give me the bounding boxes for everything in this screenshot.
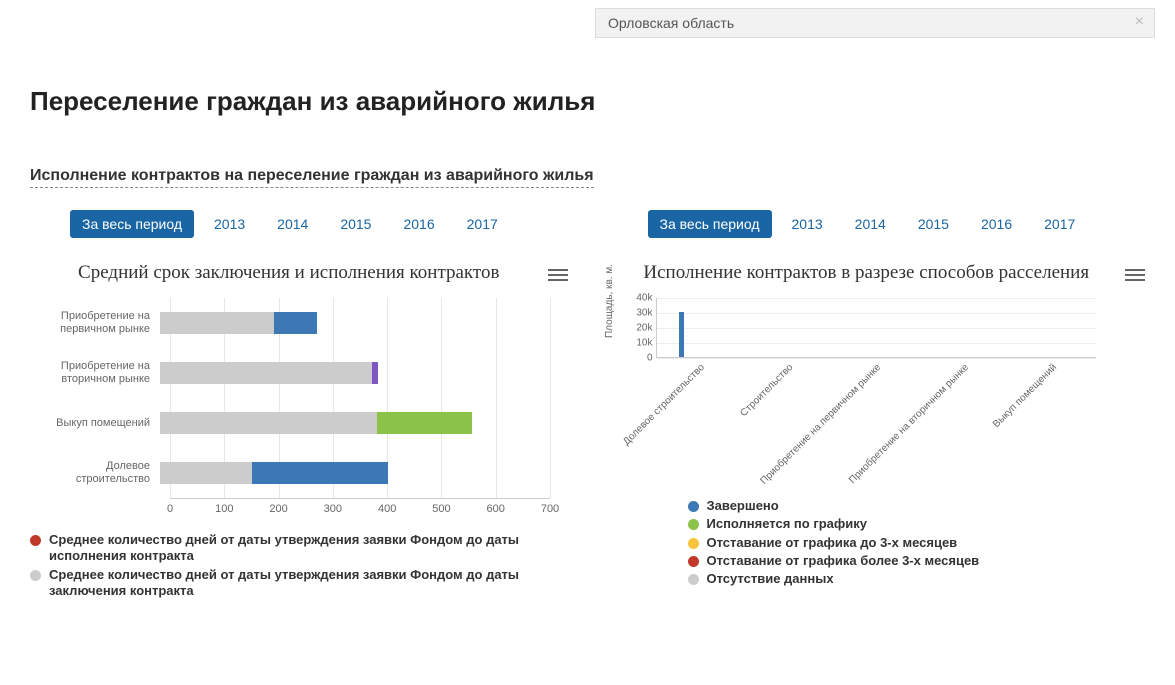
period-tabs-right: За весь период 2013 2014 2015 2016 2017 — [648, 210, 1146, 238]
y-tick: 40k — [636, 293, 656, 304]
legend-swatch — [688, 538, 699, 549]
legend-item[interactable]: Завершено — [688, 498, 1146, 514]
chart-left-column: За весь период 2013 2014 2015 2016 2017 Средн… — [30, 204, 568, 601]
legend-label: Среднее количество дней от даты утвержде… — [49, 567, 568, 600]
legend-item[interactable]: Отставание от графика до 3-х месяцев — [688, 535, 1146, 551]
legend-label: Среднее количество дней от даты утвержде… — [49, 532, 568, 565]
bar-category-label: Приобретение на вторичном рынке — [30, 360, 160, 385]
tab-year-2014[interactable]: 2014 — [843, 210, 898, 238]
tab-year-2016[interactable]: 2016 — [969, 210, 1024, 238]
close-icon[interactable]: × — [1135, 13, 1144, 31]
page-title: Переселение граждан из аварийного жилья — [30, 86, 1175, 117]
bar-segment[interactable] — [160, 312, 274, 334]
tab-year-2015[interactable]: 2015 — [328, 210, 383, 238]
tab-year-2016[interactable]: 2016 — [391, 210, 446, 238]
legend-label: Исполняется по графику — [707, 516, 868, 532]
legend-label: Отставание от графика более 3-х месяцев — [707, 553, 980, 569]
legend-swatch — [688, 556, 699, 567]
section-title: Исполнение контрактов на переселение гра… — [30, 167, 594, 188]
legend-item[interactable]: Исполняется по графику — [688, 516, 1146, 532]
bar-row: Приобретение на первичном рынке — [30, 309, 550, 337]
bar-segment[interactable] — [160, 462, 252, 484]
bar-row: Долевое строительство — [30, 459, 550, 487]
bar[interactable] — [679, 312, 684, 357]
chart-right: Площадь, кв. м. 010k20k30k40k Долевое ст… — [608, 298, 1146, 488]
tab-all-period[interactable]: За весь период — [648, 210, 772, 238]
legend-swatch — [30, 570, 41, 581]
legend-swatch — [30, 535, 41, 546]
bar-segment[interactable] — [274, 312, 317, 334]
bar-row: Приобретение на вторичном рынке — [30, 359, 550, 387]
x-category-label: Выкуп помещений — [991, 362, 1059, 430]
bar-category-label: Долевое строительство — [30, 460, 160, 485]
legend-label: Отставание от графика до 3-х месяцев — [707, 535, 958, 551]
x-category-label: Строительство — [738, 362, 795, 419]
x-tick: 700 — [541, 503, 559, 515]
bar-row: Выкуп помещений — [30, 409, 550, 437]
legend-item[interactable]: Среднее количество дней от даты утвержде… — [30, 567, 568, 600]
legend-swatch — [688, 574, 699, 585]
chart-left: Приобретение на первичном рынке Приобрете… — [30, 298, 568, 522]
region-selected-value: Орловская область — [608, 15, 734, 31]
tab-year-2015[interactable]: 2015 — [906, 210, 961, 238]
bar-segment[interactable] — [372, 362, 379, 384]
x-tick: 600 — [487, 503, 505, 515]
bar-segment[interactable] — [160, 412, 377, 434]
x-tick: 100 — [215, 503, 233, 515]
tab-all-period[interactable]: За весь период — [70, 210, 194, 238]
y-tick: 30k — [636, 308, 656, 319]
legend-item[interactable]: Среднее количество дней от даты утвержде… — [30, 532, 568, 565]
chart-left-title: Средний срок заключения и исполнения кон… — [30, 262, 548, 284]
x-tick: 300 — [324, 503, 342, 515]
y-axis-label: Площадь, кв. м. — [604, 264, 615, 338]
bar-segment[interactable] — [252, 462, 388, 484]
x-category-label: Долевое строительство — [622, 362, 708, 448]
chart-right-title: Исполнение контрактов в разрезе способов… — [608, 262, 1126, 284]
tab-year-2013[interactable]: 2013 — [202, 210, 257, 238]
bar-segment[interactable] — [160, 362, 372, 384]
x-tick: 400 — [378, 503, 396, 515]
legend-label: Завершено — [707, 498, 779, 514]
x-tick: 500 — [432, 503, 450, 515]
bar-category-label: Приобретение на первичном рынке — [30, 310, 160, 335]
tab-year-2014[interactable]: 2014 — [265, 210, 320, 238]
chart-menu-icon[interactable] — [548, 262, 568, 284]
legend-swatch — [688, 501, 699, 512]
legend-right: Завершено Исполняется по графику Отставани… — [688, 498, 1146, 587]
tab-year-2013[interactable]: 2013 — [780, 210, 835, 238]
y-tick: 10k — [636, 338, 656, 349]
chart-right-column: За весь период 2013 2014 2015 2016 2017 Испол… — [608, 204, 1146, 601]
chart-menu-icon[interactable] — [1125, 262, 1145, 284]
x-tick: 0 — [167, 503, 173, 515]
bar-segment[interactable] — [377, 412, 472, 434]
bar-category-label: Выкуп помещений — [30, 417, 160, 430]
legend-label: Отсутствие данных — [707, 571, 834, 587]
y-tick: 20k — [636, 323, 656, 334]
tab-year-2017[interactable]: 2017 — [1032, 210, 1087, 238]
legend-swatch — [688, 519, 699, 530]
legend-item[interactable]: Отставание от графика более 3-х месяцев — [688, 553, 1146, 569]
legend-left: Среднее количество дней от даты утвержде… — [30, 532, 568, 599]
tab-year-2017[interactable]: 2017 — [455, 210, 510, 238]
x-tick: 200 — [269, 503, 287, 515]
region-select[interactable]: Орловская область × — [595, 8, 1155, 38]
legend-item[interactable]: Отсутствие данных — [688, 571, 1146, 587]
period-tabs-left: За весь период 2013 2014 2015 2016 2017 — [70, 210, 568, 238]
